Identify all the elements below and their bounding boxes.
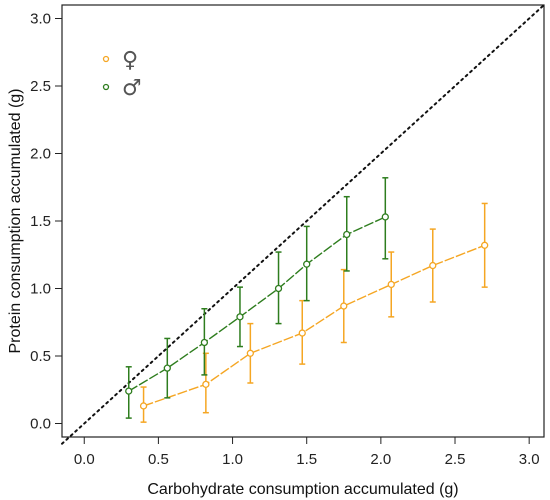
series-2 [125, 177, 389, 419]
series-line [128, 216, 386, 392]
data-point [481, 241, 489, 249]
x-tick-label: 3.0 [519, 451, 540, 468]
legend-marker [102, 83, 110, 91]
x-axis: 0.0 0.5 1.0 1.5 2.0 2.5 3.0 [74, 437, 540, 468]
data-point [303, 260, 311, 268]
legend-marker [102, 55, 110, 63]
data-point [340, 302, 348, 310]
data-point [298, 329, 306, 337]
y-axis-label: Protein consumption accumulated (g) [7, 88, 24, 353]
y-tick-label: 3.0 [30, 11, 51, 28]
series-line [143, 244, 485, 407]
data-point [125, 387, 133, 395]
data-point [139, 402, 148, 410]
data-point [387, 280, 395, 289]
data-point [163, 364, 171, 372]
data-point [200, 338, 209, 347]
y-tick-label: 1.5 [30, 213, 51, 230]
x-tick-label: 2.0 [370, 451, 391, 468]
y-tick-label: 2.0 [30, 146, 51, 163]
legend-label: ♀ [122, 48, 138, 73]
legend: ♀♂ [102, 48, 142, 101]
y-tick-label: 2.5 [30, 78, 51, 95]
x-tick-label: 0.0 [74, 451, 95, 468]
series-layer [125, 177, 489, 423]
data-point [274, 284, 283, 293]
x-axis-label: Carbohydrate consumption accumulated (g) [147, 481, 458, 498]
y-axis: 0.0 0.5 1.0 1.5 2.0 2.5 3.0 [30, 11, 62, 433]
x-tick-label: 2.5 [445, 451, 466, 468]
data-point [202, 380, 210, 389]
series-1 [139, 202, 489, 423]
data-point [381, 213, 389, 221]
y-tick-label: 0.0 [30, 416, 51, 433]
reference-line-layer [61, 4, 545, 445]
y-tick-label: 1.0 [30, 281, 51, 298]
data-point [236, 313, 244, 321]
data-point [343, 230, 351, 239]
x-tick-label: 1.0 [222, 451, 243, 468]
data-point [429, 261, 437, 270]
data-point [246, 349, 255, 357]
reference-line [61, 4, 545, 445]
y-tick-label: 0.5 [30, 348, 51, 365]
x-tick-label: 1.5 [296, 451, 317, 468]
x-tick-label: 0.5 [148, 451, 169, 468]
legend-label: ♂ [122, 76, 142, 101]
